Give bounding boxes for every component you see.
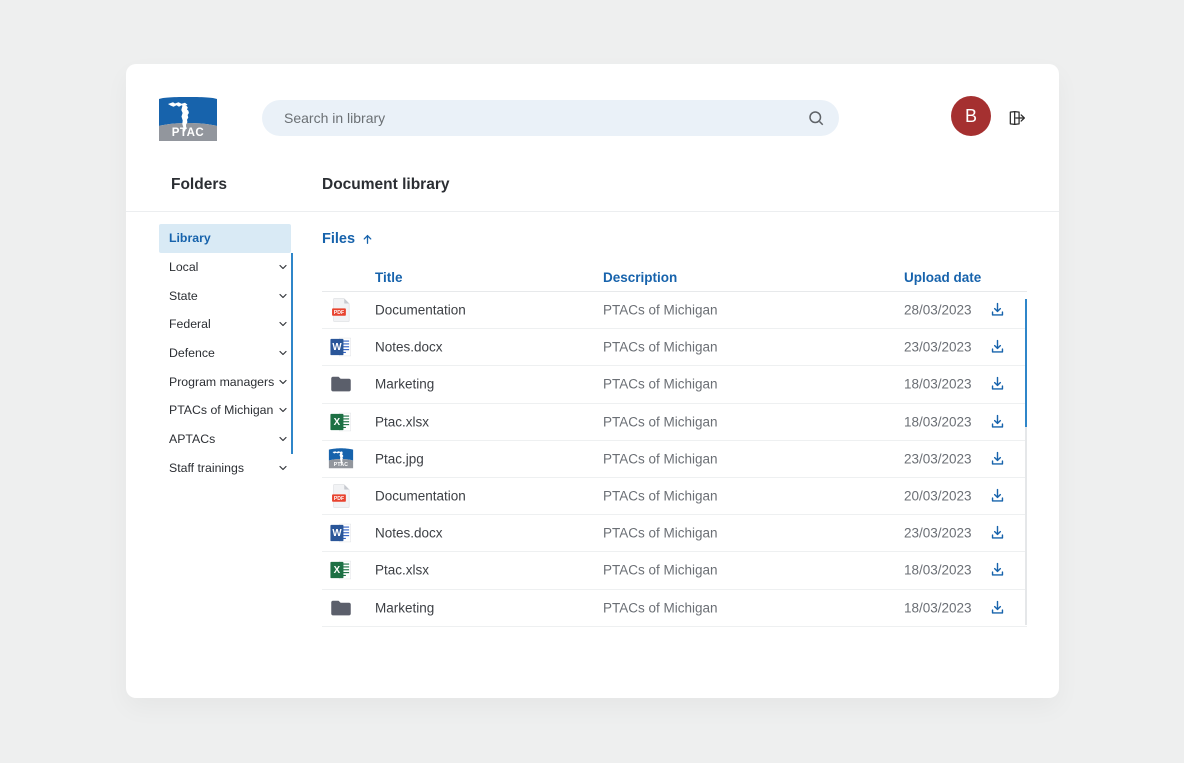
svg-text:PTAC: PTAC [172,127,204,139]
